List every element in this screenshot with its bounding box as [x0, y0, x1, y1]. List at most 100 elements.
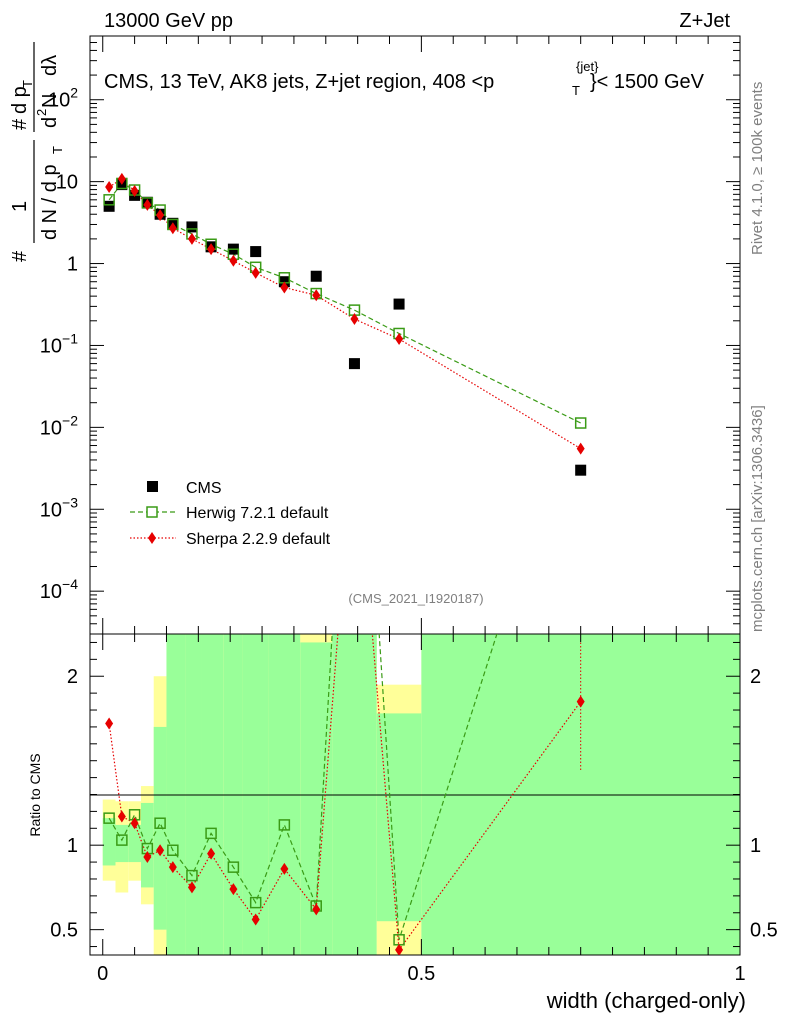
xlabel: width (charged-only) [546, 988, 746, 1013]
ylabel-den2-sup: 2 [34, 109, 49, 116]
sherpa-point [280, 281, 289, 294]
ratio-tick-labels: 0.5 0.51 12 20 0.5 1 [50, 666, 778, 985]
header-right: Z+Jet [679, 10, 730, 32]
cms-point [310, 270, 322, 282]
ylabel-hash-2: # [9, 118, 31, 130]
ylabel-den-sub: T [50, 146, 65, 154]
plot-title: CMS, 13 TeV, AK8 jets, Z+jet region, 408… [104, 59, 705, 98]
sherpa-point [105, 181, 114, 194]
ylabel-den: d N / d p [39, 164, 61, 240]
main-ytick-label-6: 102 [48, 85, 78, 112]
band-inner [140, 802, 154, 888]
legend: CMS Herwig 7.2.1 default Sherpa 2.2.9 de… [130, 480, 331, 548]
sherpa-point [229, 254, 238, 267]
ratio-ytick-label-right-2: 2 [750, 666, 761, 688]
header-left: 13000 GeV pp [104, 10, 233, 32]
cms-point [186, 221, 198, 233]
sherpa-ratio-point [312, 903, 321, 916]
sherpa-ratio-point [229, 883, 238, 896]
ylabel-den2: d [39, 117, 61, 128]
sherpa-point [312, 289, 321, 302]
main-ytick-label-0: 10−4 [40, 576, 78, 603]
legend-label-cms: CMS [186, 480, 222, 497]
legend-marker-herwig [146, 506, 158, 518]
sherpa-point [395, 332, 404, 345]
cms-point [103, 200, 115, 212]
herwig-ratio-point [154, 817, 166, 829]
herwig-ratio-point [249, 896, 262, 909]
herwig-point [103, 194, 115, 206]
legend-marker-sherpa [148, 532, 156, 544]
sherpa-ratio-point [187, 881, 196, 894]
sherpa-point [156, 209, 165, 222]
herwig-ratio-point [205, 827, 217, 840]
mcplots-label: mcplots.cern.ch [arXiv:1306.3436] [749, 405, 766, 632]
title-sup: {jet} [576, 59, 599, 74]
cms-point [250, 246, 262, 258]
sherpa-point [143, 198, 152, 211]
main-ylabel: # 1 d N / d p T # d p T d 2 N dλ [9, 42, 65, 262]
herwig-ratio-line [108, 634, 498, 940]
band-inner [376, 713, 422, 922]
ratio-series [103, 634, 585, 955]
sherpa-point [576, 442, 585, 455]
main-ytick-label-3: 10−1 [40, 330, 78, 357]
cms-point [393, 298, 405, 310]
xtick-label-0: 0 [97, 963, 108, 985]
sherpa-point [130, 184, 139, 197]
analysis-label: (CMS_2021_I1920187) [348, 591, 483, 606]
main-ytick-labels: 10−4 10−3 10−2 10−1 1 10 102 [40, 85, 78, 603]
sherpa-point [207, 243, 216, 256]
herwig-ratio-point [116, 834, 128, 846]
sherpa-ratio-point [280, 862, 289, 875]
main-ytick-label-4: 1 [67, 254, 78, 276]
cms-point [348, 358, 360, 370]
rivet-label: Rivet 4.1.0, ≥ 100k events [749, 82, 766, 255]
sherpa-point [187, 232, 196, 245]
sherpa-point [251, 266, 260, 279]
sherpa-point [350, 313, 359, 326]
xtick-label-2: 1 [734, 963, 745, 985]
main-series [103, 172, 587, 476]
sherpa-ratio-point [168, 861, 177, 874]
sherpa-point [168, 222, 177, 235]
main-ytick-label-1: 10−3 [40, 494, 78, 521]
ylabel-hash-1: # [9, 250, 31, 262]
ratio-ylabel: Ratio to CMS [27, 753, 43, 836]
ratio-series-clipped [103, 634, 585, 955]
main-ytick-label-5: 10 [56, 172, 78, 194]
sherpa-ratio-point [117, 810, 126, 823]
ratio-ytick-label-left-1: 1 [67, 835, 78, 857]
herwig-ratio-point [278, 819, 291, 831]
ylabel-num2-sub: T [20, 80, 35, 88]
main-ytick-label-2: 10−2 [40, 412, 78, 439]
title-text: CMS, 13 TeV, AK8 jets, Z+jet region, 408… [104, 71, 494, 93]
sherpa-ratio-point [576, 695, 585, 708]
band-inner [128, 824, 141, 863]
ylabel-num2: d p [9, 86, 31, 114]
legend-marker-cms [147, 481, 158, 492]
sherpa-ratio-point [207, 847, 216, 860]
sherpa-ratio-point [395, 943, 404, 955]
herwig-ratio-point [103, 812, 115, 824]
sherpa-ratio-point [105, 717, 114, 730]
title-end: }< 1500 GeV [590, 71, 705, 93]
main-axis-ticks [90, 35, 741, 635]
ratio-ytick-label-left-0: 0.5 [50, 920, 78, 942]
ylabel-num: 1 [9, 201, 31, 212]
title-sub: T [572, 83, 580, 98]
ratio-ytick-label-right-1: 1 [750, 835, 761, 857]
herwig-line [108, 182, 581, 424]
ylabel-den2-lambda: dλ [39, 55, 61, 76]
sherpa-ratio-point [251, 913, 260, 926]
cms-point [575, 464, 587, 476]
ylabel-den2-n: N [39, 94, 61, 108]
xtick-label-1: 0.5 [407, 963, 435, 985]
sherpa-ratio-point [143, 851, 152, 864]
sherpa-line [108, 178, 581, 450]
band-inner [102, 818, 116, 866]
ratio-axis-ticks [90, 634, 741, 955]
sherpa-ratio-line [108, 634, 582, 952]
herwig-ratio-point [186, 869, 198, 882]
